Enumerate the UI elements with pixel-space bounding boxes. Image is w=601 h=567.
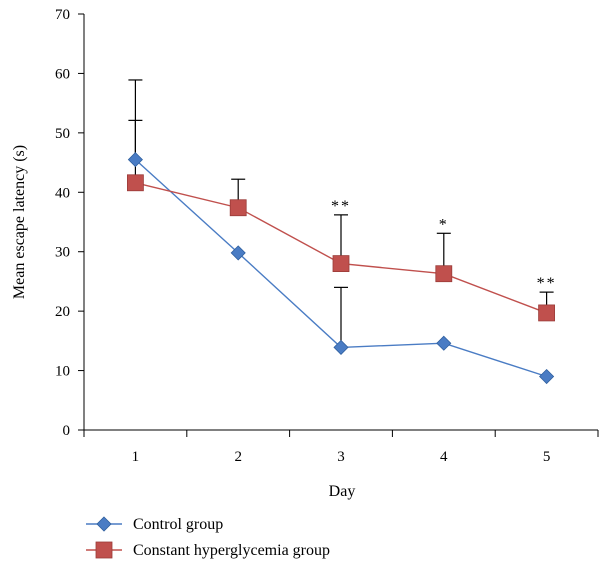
- data-point: [229, 199, 247, 217]
- x-ticks: 1 2 3 4 5: [83, 430, 599, 465]
- y-tick-label: 10: [55, 364, 70, 380]
- y-axis-title: Mean escape latency (s): [11, 145, 28, 299]
- x-tick-label: 4: [440, 449, 448, 465]
- significance-mark: *: [439, 216, 449, 233]
- data-point: [435, 265, 453, 283]
- data-point: [436, 335, 452, 351]
- data-point: [538, 304, 555, 322]
- significance-mark: **: [537, 275, 557, 292]
- data-point: [539, 368, 555, 385]
- significance-mark: **: [331, 198, 351, 215]
- legend-label: Constant hyperglycemia group: [133, 542, 330, 559]
- data-point: [127, 174, 144, 192]
- data-point: [230, 245, 246, 261]
- y-tick-label: 70: [55, 7, 70, 23]
- y-tick-label: 40: [55, 185, 70, 201]
- legend-label: Control group: [133, 516, 223, 533]
- data-point: [127, 152, 143, 168]
- legend-marker: [95, 541, 113, 559]
- x-axis-title: Day: [329, 483, 356, 500]
- legend-marker: [96, 516, 112, 532]
- y-tick-label: 60: [55, 66, 70, 82]
- x-tick-label: 1: [132, 449, 140, 465]
- x-tick-label: 2: [234, 449, 242, 465]
- annotations: *****: [331, 198, 557, 292]
- series-markers: [127, 152, 555, 385]
- x-tick-label: 5: [543, 449, 551, 465]
- y-tick-label: 30: [55, 245, 70, 261]
- y-tick-label: 0: [63, 423, 71, 439]
- legend: Control group Constant hyperglycemia grou…: [86, 516, 330, 559]
- data-point: [332, 255, 350, 273]
- x-tick-label: 3: [337, 449, 345, 465]
- y-tick-label: 50: [55, 126, 70, 142]
- y-tick-label: 20: [55, 304, 70, 320]
- y-ticks: 0 10 20 30 40 50 60 70: [55, 7, 84, 439]
- data-point: [333, 339, 349, 355]
